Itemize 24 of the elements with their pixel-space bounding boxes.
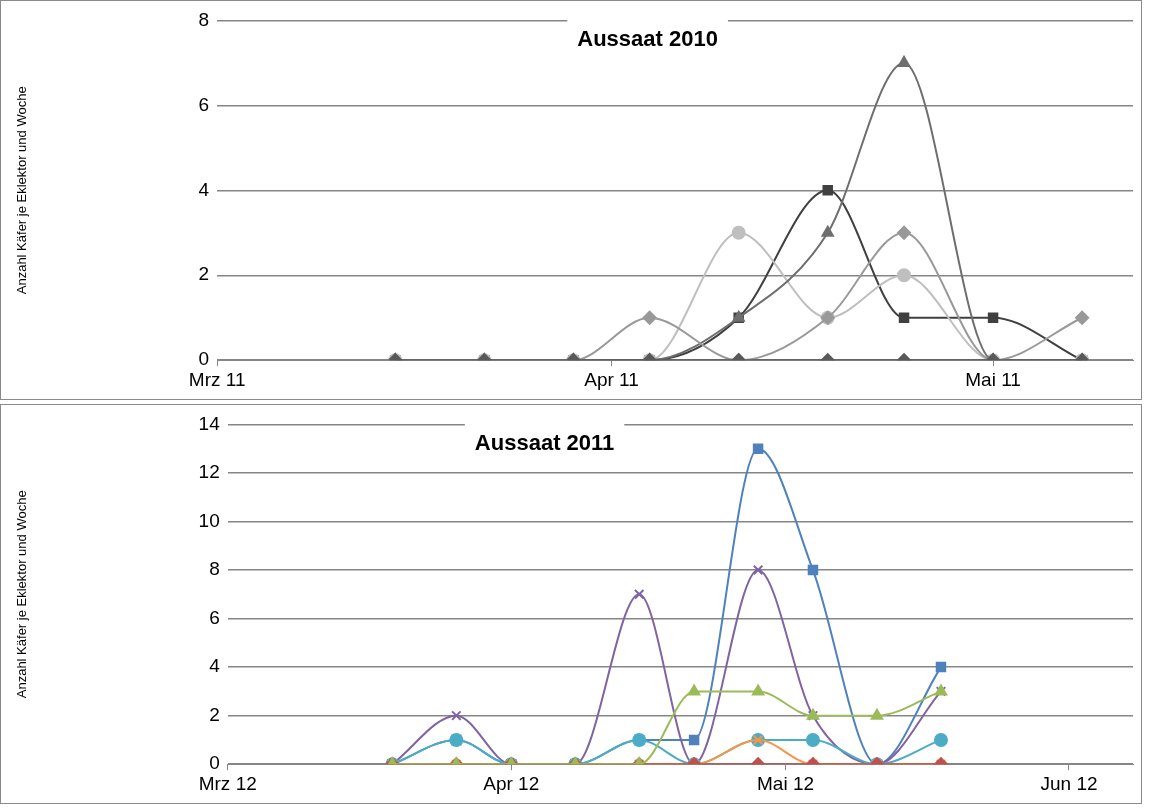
x-tick-label: Mrz 11 xyxy=(188,368,246,390)
x-tick-label: Jun 12 xyxy=(1040,772,1098,794)
x-tick-label: Apr 11 xyxy=(584,368,639,390)
y-tick-label: 10 xyxy=(198,509,220,531)
y-axis-title: Anzahl Käfer je Eklektor und Woche xyxy=(14,490,30,699)
x-tick-label: Mai 12 xyxy=(757,772,815,794)
y-tick-label: 8 xyxy=(209,558,220,580)
y-tick-label: 0 xyxy=(198,348,210,370)
y-tick-label: 4 xyxy=(209,655,221,677)
y-tick-label: 2 xyxy=(198,263,210,285)
chart-title: Aussaat 2010 xyxy=(577,26,718,52)
y-tick-label: 6 xyxy=(209,606,220,628)
y-tick-label: 2 xyxy=(209,703,220,725)
y-tick-label: 4 xyxy=(198,178,210,200)
x-tick-label: Mai 11 xyxy=(965,368,1021,390)
y-tick-label: 14 xyxy=(198,412,221,434)
x-tick-label: Apr 12 xyxy=(483,772,540,794)
x-tick-label: Mrz 12 xyxy=(198,772,257,794)
chart-title: Aussaat 2011 xyxy=(474,430,615,456)
y-tick-label: 0 xyxy=(209,752,220,774)
y-tick-label: 12 xyxy=(198,461,220,483)
y-axis-title: Anzahl Käfer je Eklektor und Woche xyxy=(14,86,30,295)
y-tick-label: 8 xyxy=(198,8,210,30)
y-tick-label: 6 xyxy=(198,93,210,115)
